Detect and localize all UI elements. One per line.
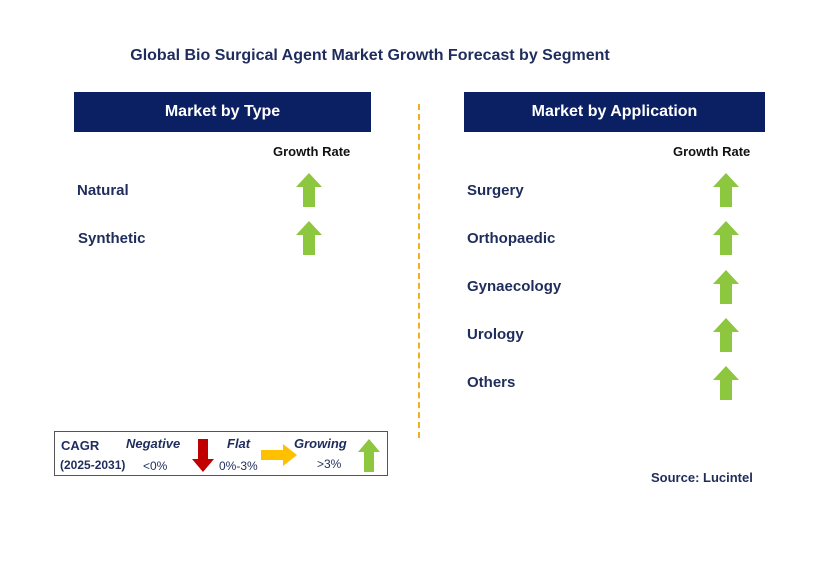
legend-negative-range: <0%	[143, 459, 168, 473]
legend-flat-range: 0%-3%	[219, 459, 258, 473]
growing-arrow-icon	[713, 221, 739, 255]
growth-rate-label-type: Growth Rate	[273, 144, 351, 159]
growing-arrow-icon	[713, 366, 739, 400]
legend-flat-label: Flat	[227, 436, 251, 451]
growing-arrow-icon	[713, 318, 739, 352]
segment-label-orthopaedic: Orthopaedic	[467, 230, 556, 247]
legend-negative-label: Negative	[126, 436, 181, 451]
source-credit: Source: Lucintel	[651, 470, 753, 485]
cagr-legend: CAGR (2025-2031) Negative <0% Flat 0%-3%…	[54, 431, 388, 476]
growing-arrow-icon	[713, 173, 739, 207]
market-by-type-header-label: Market by Type	[164, 103, 281, 120]
growth-rate-label-application: Growth Rate	[673, 144, 751, 159]
segment-label-others: Others	[467, 374, 516, 391]
legend-period: (2025-2031)	[60, 458, 126, 472]
segment-label-urology: Urology	[467, 326, 524, 343]
growing-arrow-icon	[296, 173, 322, 207]
market-by-application-header: Market by Application	[464, 92, 765, 132]
panel-divider	[418, 104, 420, 438]
legend-cagr-label: CAGR	[61, 438, 100, 453]
growing-arrow-icon	[296, 221, 322, 255]
segment-label-natural: Natural	[77, 182, 129, 199]
chart-title: Global Bio Surgical Agent Market Growth …	[130, 47, 610, 64]
flat-arrow-icon	[261, 444, 297, 466]
market-by-application-header-label: Market by Application	[531, 103, 698, 120]
segment-label-surgery: Surgery	[467, 182, 524, 199]
segment-label-synthetic: Synthetic	[78, 230, 146, 247]
growing-arrow-icon	[358, 439, 380, 472]
legend-growing-range: >3%	[317, 457, 342, 471]
market-by-type-header: Market by Type	[74, 92, 371, 132]
segment-label-gynaecology: Gynaecology	[467, 278, 562, 295]
growing-arrow-icon	[713, 270, 739, 304]
negative-arrow-icon	[192, 439, 214, 472]
legend-growing-label: Growing	[294, 436, 347, 451]
